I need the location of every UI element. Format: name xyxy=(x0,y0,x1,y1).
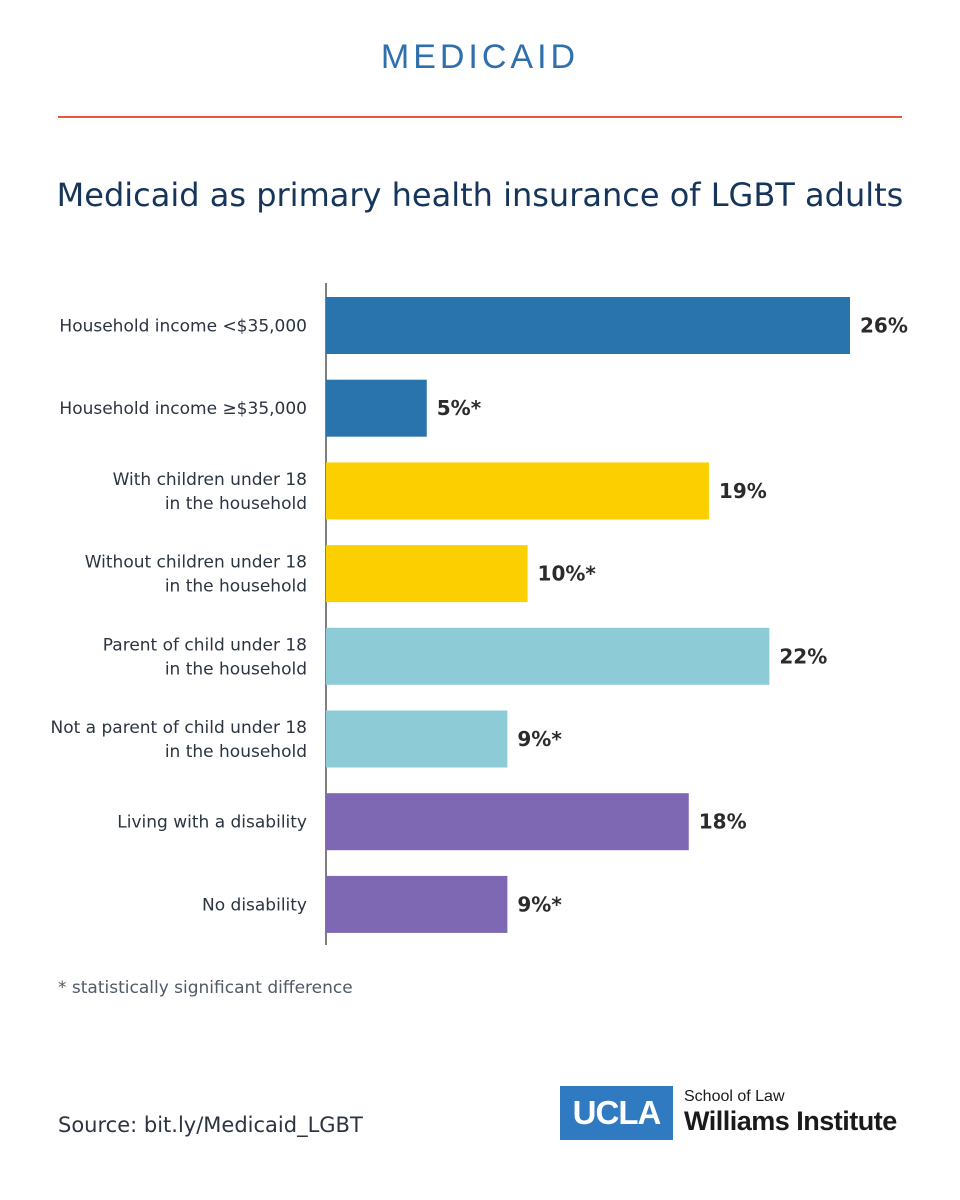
header-divider xyxy=(58,116,902,118)
category-label-4-line-1: in the household xyxy=(165,659,307,679)
category-label-6: Living with a disability xyxy=(117,813,307,833)
category-label-2-line-1: in the household xyxy=(165,494,307,514)
category-label-3-line-1: in the household xyxy=(165,577,307,597)
category-label-3-line-0: Without children under 18 xyxy=(85,553,307,573)
bar-7 xyxy=(326,875,508,933)
category-label-7: No disability xyxy=(202,895,307,915)
value-label-4: 22% xyxy=(779,644,827,668)
value-label-1: 5%* xyxy=(437,396,482,420)
header-title: MEDICAID xyxy=(380,38,580,76)
logo-institute-label: Williams Institute xyxy=(684,1106,897,1136)
category-label-1: Household income ≥$35,000 xyxy=(59,399,307,419)
chart-title: Medicaid as primary health insurance of … xyxy=(56,176,904,214)
footnote: * statistically significant difference xyxy=(58,978,353,998)
value-label-0: 26% xyxy=(860,314,908,338)
bar-0 xyxy=(326,297,850,354)
bar-5 xyxy=(326,710,508,768)
ucla-logo: UCLA xyxy=(560,1086,673,1140)
source-text: Source: bit.ly/Medicaid_LGBT xyxy=(58,1113,363,1137)
category-label-5-line-1: in the household xyxy=(165,742,307,762)
williams-institute-logo: UCLA School of Law Williams Institute xyxy=(560,1086,902,1140)
bar-2 xyxy=(326,462,709,520)
bar-3 xyxy=(326,545,528,603)
category-label-0: Household income <$35,000 xyxy=(59,317,307,337)
value-label-6: 18% xyxy=(699,810,747,834)
value-label-5: 9%* xyxy=(517,727,562,751)
category-label-5-line-0: Not a parent of child under 18 xyxy=(50,718,307,738)
bar-4 xyxy=(326,627,770,685)
value-label-7: 9%* xyxy=(517,892,562,916)
logo-school-label: School of Law xyxy=(684,1088,785,1105)
bar-6 xyxy=(326,793,689,851)
bar-1 xyxy=(326,379,427,437)
value-label-2: 19% xyxy=(719,479,767,503)
value-label-3: 10%* xyxy=(538,562,597,586)
category-label-2-line-0: With children under 18 xyxy=(113,470,307,490)
category-label-4-line-0: Parent of child under 18 xyxy=(103,635,307,655)
